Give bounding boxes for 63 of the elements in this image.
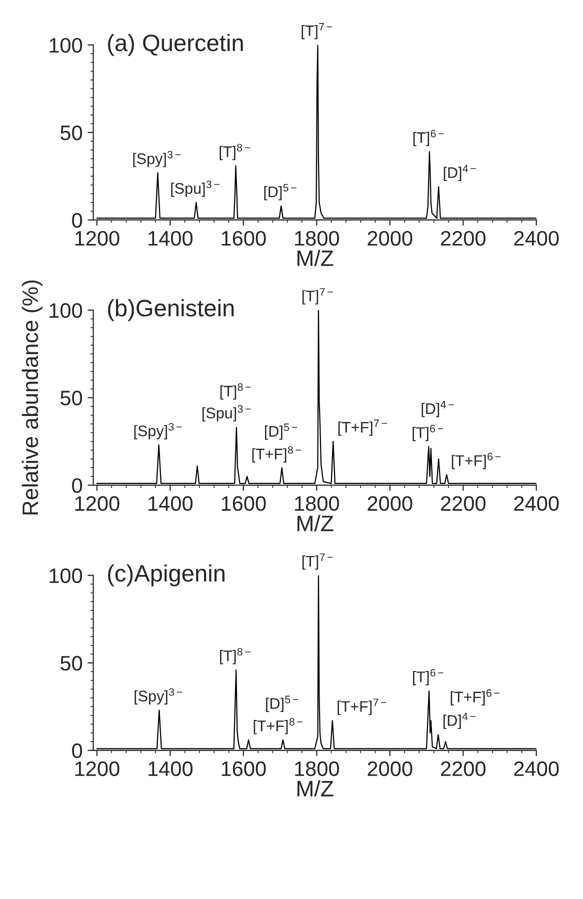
annotation: [D]$^{4−}$ xyxy=(422,400,454,418)
x-tick-label: 2000 xyxy=(368,761,412,776)
y-tick-label: 0 xyxy=(72,212,82,228)
annotation: [T]$^{7−}$ xyxy=(302,553,333,570)
x-tick-label: 1600 xyxy=(222,230,266,246)
annotation: [Spy]$^{3−}$ xyxy=(133,150,181,168)
chart-title: (b)Genistein xyxy=(108,299,234,322)
x-axis-title: M/Z xyxy=(298,250,334,266)
x-axis-title: M/Z xyxy=(298,780,334,797)
annotation: [D]$^{5−}$ xyxy=(265,424,298,440)
y-tick-label: 100 xyxy=(50,38,82,53)
x-tick-label: 1400 xyxy=(148,761,193,776)
x-tick-label: 1400 xyxy=(148,230,193,246)
y-tick-label: 100 xyxy=(50,568,82,584)
annotation: [T]$^{8−}$ xyxy=(220,383,251,400)
y-axis-title: Relative abundance (%) xyxy=(22,280,43,514)
x-tick-label: 2000 xyxy=(368,496,412,511)
y-tick-label: 100 xyxy=(50,303,82,318)
annotation: [T+F]$^{8−}$ xyxy=(254,718,302,734)
annotation: [T]$^{8−}$ xyxy=(220,144,250,160)
x-tick-label: 2200 xyxy=(441,230,486,246)
x-tick-label: 1200 xyxy=(75,761,120,776)
y-tick-label: 50 xyxy=(60,125,82,140)
annotation: [Spu]$^{3−}$ xyxy=(202,405,251,422)
annotation: [T]$^{6−}$ xyxy=(413,668,444,686)
annotation: [T+F]$^{6−}$ xyxy=(452,452,500,470)
annotation: [T+F]$^{7−}$ xyxy=(338,420,387,436)
x-tick-label: 2000 xyxy=(368,230,412,246)
annotation: [T]$^{7−}$ xyxy=(302,23,332,40)
x-tick-label: 2400 xyxy=(514,230,559,246)
annotation: [Spu]$^{3−}$ xyxy=(171,180,220,197)
y-tick-label: 0 xyxy=(72,478,82,493)
annotation: [T+F]$^{8−}$ xyxy=(252,446,301,462)
annotation: [D]$^{4−}$ xyxy=(443,712,476,729)
x-tick-label: 2200 xyxy=(441,761,486,776)
annotation: [T]$^{7−}$ xyxy=(302,288,333,304)
annotation: [T]$^{8−}$ xyxy=(220,648,250,664)
x-tick-label: 2400 xyxy=(514,761,559,776)
x-tick-label: 1600 xyxy=(222,761,266,776)
x-tick-label: 1600 xyxy=(222,496,266,511)
x-tick-label: 1200 xyxy=(75,230,120,246)
annotation: [D]$^{4−}$ xyxy=(444,164,476,182)
annotation: [Spy]$^{3−}$ xyxy=(134,688,182,705)
chart-title: (c)Apigenin xyxy=(108,564,224,586)
x-axis-title: M/Z xyxy=(298,515,334,532)
chart-title: (a) Quercetin xyxy=(108,34,243,56)
x-tick-label: 1800 xyxy=(295,230,340,246)
x-tick-label: 1400 xyxy=(148,496,193,511)
annotation: [T+F]$^{6−}$ xyxy=(450,689,500,706)
annotation: [T]$^{6−}$ xyxy=(413,130,444,146)
x-tick-label: 2400 xyxy=(514,496,559,511)
y-tick-label: 50 xyxy=(60,656,82,671)
annotation: [Spy]$^{3−}$ xyxy=(134,423,182,440)
x-tick-label: 1200 xyxy=(75,496,120,511)
x-tick-label: 2200 xyxy=(441,496,486,511)
annotation: [D]$^{5−}$ xyxy=(266,696,298,712)
annotation: [T]$^{6−}$ xyxy=(412,424,444,442)
x-tick-label: 1800 xyxy=(295,496,340,511)
annotation: [D]$^{5−}$ xyxy=(264,184,296,200)
x-tick-label: 1800 xyxy=(295,761,340,776)
y-tick-label: 50 xyxy=(60,390,82,406)
y-tick-label: 0 xyxy=(72,743,82,758)
annotation: [T+F]$^{7−}$ xyxy=(338,698,386,715)
